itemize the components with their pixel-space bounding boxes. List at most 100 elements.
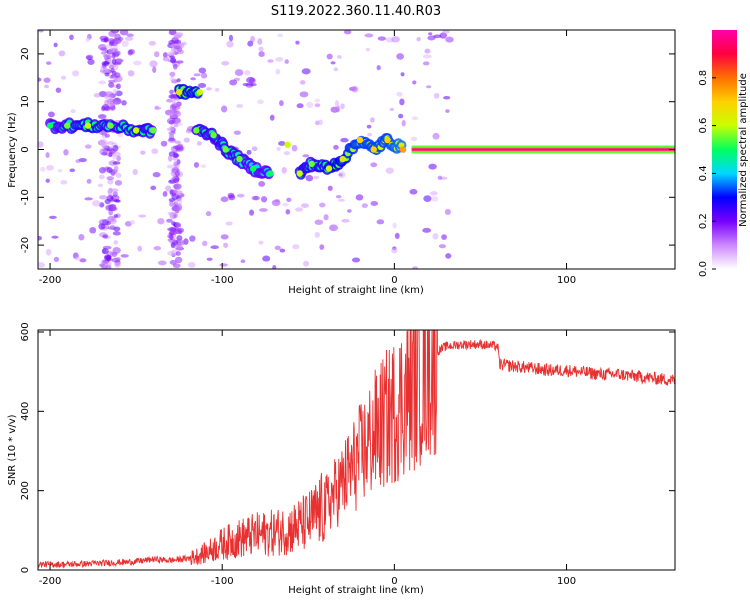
spectrogram-noise — [370, 162, 378, 168]
spectrogram-noise — [314, 98, 320, 103]
spectrogram-noise — [385, 167, 394, 174]
spectrogram-noise — [370, 201, 379, 206]
colorbar-ticks: 0.0 0.2 0.4 0.6 0.8 — [698, 70, 716, 277]
spectrogram-noise — [150, 185, 157, 191]
spectrogram-noise — [157, 218, 165, 225]
spectrogram-noise — [118, 58, 124, 63]
spectrogram-y-tick-label: 10 — [20, 95, 31, 108]
spectrogram-noise — [177, 122, 183, 127]
spectrogram-noise — [173, 161, 178, 167]
spectrogram-noise — [176, 245, 183, 251]
spectrogram-ridge-point — [339, 155, 346, 163]
spectrogram-noise — [173, 123, 179, 128]
spectrogram-noise — [183, 238, 189, 245]
spectrogram-noise — [338, 171, 346, 179]
spectrogram-noise — [228, 34, 234, 42]
spectrogram-x-tick-label: -200 — [39, 275, 62, 286]
spectrogram-noise — [112, 231, 121, 236]
spectrogram-noise — [53, 256, 60, 262]
spectrogram-noise — [117, 132, 124, 137]
spectrogram-noise — [187, 261, 196, 268]
spectrogram-noise — [38, 236, 42, 241]
spectrogram-noise — [169, 233, 174, 241]
snr-panel: -200 -100 0 100 0 200 400 600 Height of straigh… — [7, 322, 676, 596]
spectrogram-noise — [366, 124, 372, 129]
spectrogram-noise — [177, 227, 185, 233]
spectrogram-noise — [240, 259, 246, 264]
spectrogram-noise — [391, 36, 400, 43]
spectrogram-noise — [40, 166, 46, 172]
spectrogram-noise — [98, 195, 108, 200]
spectrogram-y-tick-label: 0 — [20, 146, 31, 152]
spectrogram-noise — [249, 209, 255, 216]
spectrogram-noise — [110, 188, 119, 193]
spectrogram-noise — [376, 65, 381, 71]
spectrogram-noise — [114, 261, 121, 268]
spectrogram-noise — [432, 233, 439, 240]
spectrogram-noise — [223, 242, 229, 248]
spectrogram-ridge-point — [284, 141, 291, 148]
spectrogram-noise — [47, 111, 55, 118]
spectrogram-noise — [108, 41, 115, 46]
spectrogram-noise — [103, 61, 110, 65]
spectrogram-noise — [337, 198, 345, 202]
spectrogram-noise — [258, 51, 265, 58]
spectrogram-noise — [189, 235, 196, 242]
colorbar-tick-label: 0.6 — [698, 118, 709, 134]
spectrogram-noise — [89, 226, 97, 234]
spectrogram-noise — [100, 264, 108, 269]
snr-y-tick-label: 600 — [20, 322, 31, 341]
spectrogram-noise — [296, 103, 304, 109]
spectrogram-noise — [46, 61, 52, 65]
spectrogram-noise — [69, 34, 74, 40]
spectrogram-noise — [98, 167, 107, 174]
spectrogram-noise — [193, 162, 200, 168]
spectrogram-noise — [351, 85, 359, 93]
spectrogram-noise — [127, 70, 135, 77]
spectrogram-noise — [225, 221, 233, 226]
spectrogram-noise — [326, 53, 333, 60]
spectrogram-noise — [423, 195, 432, 203]
spectrogram-noise — [98, 174, 105, 180]
figure-title: S119.2022.360.11.40.R03 — [271, 4, 441, 19]
colorbar-gradient — [712, 30, 737, 269]
spectrogram-ridge-point — [107, 122, 114, 129]
spectrogram-noise — [438, 244, 447, 249]
spectrogram-noise — [86, 178, 92, 184]
spectrogram-noise — [394, 232, 400, 240]
spectrogram-ridge-point — [46, 122, 54, 129]
spectrogram-marks — [38, 30, 675, 269]
spectrogram-noise — [121, 40, 129, 48]
snr-x-tick-label: -100 — [211, 576, 234, 587]
spectrogram-noise — [441, 234, 447, 240]
spectrogram-noise — [234, 69, 244, 77]
snr-y-tick-label: 400 — [20, 402, 31, 421]
spectrogram-noise — [170, 76, 175, 83]
spectrogram-noise — [176, 49, 185, 55]
spectrogram-noise — [170, 57, 177, 64]
spectrogram-noise — [220, 105, 228, 113]
spectrogram-noise — [101, 51, 107, 55]
spectrogram-noise — [361, 203, 368, 209]
spectrogram-noise — [319, 244, 325, 250]
spectrogram-ridge-point — [399, 146, 407, 153]
spectrogram-noise — [113, 214, 118, 218]
spectrogram-noise — [272, 265, 277, 269]
spectrogram-noise — [210, 245, 219, 250]
spectrogram-noise — [38, 262, 46, 268]
spectrogram-noise — [220, 196, 229, 203]
spectrogram-noise — [299, 91, 309, 98]
spectrogram-noise — [219, 263, 228, 267]
spectrogram-noise — [53, 42, 58, 48]
spectrogram-ridge-point — [84, 122, 92, 129]
snr-y-tick-label: 0 — [20, 567, 31, 573]
spectrogram-noise — [162, 52, 168, 58]
spectrogram-noise — [428, 32, 433, 36]
spectrogram-noise — [443, 96, 451, 100]
spectrogram-noise — [110, 67, 115, 73]
spectrogram-x-tick-label: 0 — [391, 275, 397, 286]
spectrogram-noise — [172, 157, 179, 161]
spectrogram-noise — [319, 202, 326, 208]
spectrogram-noise — [300, 203, 309, 208]
spectrogram-noise — [175, 257, 182, 263]
